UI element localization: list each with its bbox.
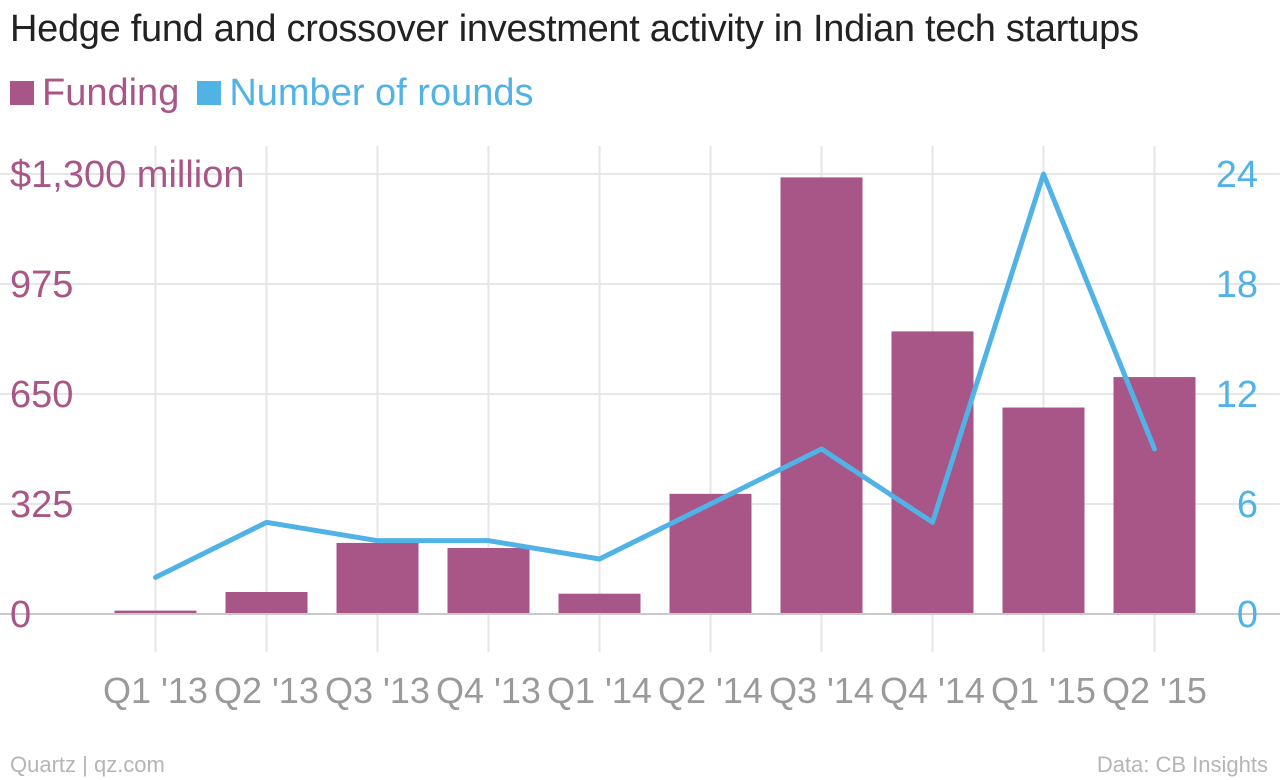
y-right-tick-label: 6 [1237,484,1258,526]
bar-funding [1002,407,1085,614]
x-tick-label: Q3 '13 [325,670,430,711]
x-tick-label: Q2 '15 [1102,670,1207,711]
legend-swatch-rounds [197,81,222,105]
bar-funding [447,548,530,614]
legend-label-rounds: Number of rounds [229,71,534,114]
y-right-tick-label: 12 [1216,374,1258,416]
y-left-tick-label: 975 [10,264,73,306]
x-tick-label: Q2 '14 [658,670,763,711]
x-tick-label: Q1 '13 [103,670,208,711]
bar-funding [669,493,752,614]
bar-funding [558,593,641,614]
chart-legend: Funding Number of rounds [10,70,551,116]
footer-source-left: Quartz | qz.com [10,752,165,777]
x-tick-label: Q1 '15 [991,670,1096,711]
bar-funding [891,331,974,614]
legend-label-funding: Funding [42,71,180,114]
bar-funding [336,542,419,614]
x-tick-label: Q4 '13 [436,670,541,711]
line-number-of-rounds [153,171,1157,580]
x-tick-label: Q2 '13 [214,670,319,711]
y-left-tick-label: $1,300 million [10,154,244,196]
footer-source-right: Data: CB Insights [1096,752,1268,777]
bar-funding [114,610,197,614]
x-tick-label: Q1 '14 [547,670,652,711]
x-tick-label: Q4 '14 [880,670,985,711]
bar-funding [1113,377,1196,614]
y-right-tick-label: 24 [1216,154,1258,196]
x-tick-label: Q3 '14 [769,670,874,711]
bar-funding [225,592,308,614]
y-left-tick-label: 650 [10,374,73,416]
legend-item-rounds: Number of rounds [197,72,533,115]
legend-item-funding: Funding [10,72,179,115]
chart-title: Hedge fund and crossover investment acti… [10,8,1139,50]
y-right-tick-label: 0 [1237,594,1258,636]
legend-swatch-funding [10,81,34,105]
bar-funding [780,177,863,614]
y-left-tick-label: 0 [10,594,31,636]
y-left-tick-label: 325 [10,484,73,526]
y-right-tick-label: 18 [1216,264,1258,306]
